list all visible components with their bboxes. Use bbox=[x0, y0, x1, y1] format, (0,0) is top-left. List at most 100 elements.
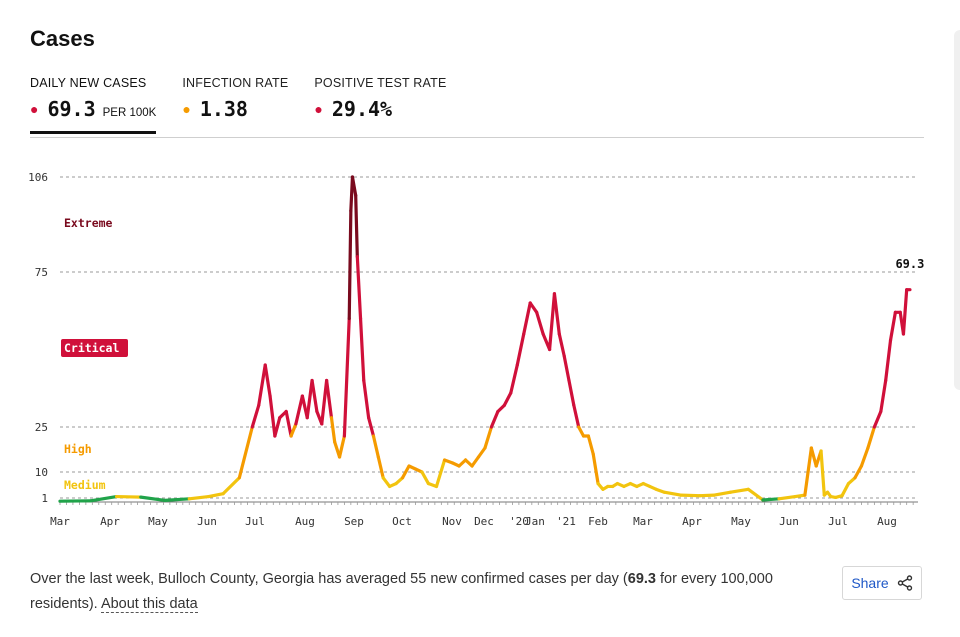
tab-unit: PER 100K bbox=[102, 107, 157, 119]
about-data-link[interactable]: About this data bbox=[100, 596, 198, 613]
series-line-segment bbox=[662, 490, 683, 497]
x-tick-label: Oct bbox=[392, 515, 412, 528]
end-value-label: 69.3 bbox=[895, 257, 924, 271]
metric-tabs: DAILY NEW CASES ● 69.3 PER 100K INFECTIO… bbox=[30, 76, 473, 134]
series-line-segment bbox=[263, 363, 272, 398]
share-icon bbox=[897, 575, 912, 591]
series-line-segment bbox=[476, 446, 487, 459]
series-line-segment bbox=[840, 481, 851, 498]
x-tick-label: Apr bbox=[682, 515, 702, 528]
series-line-segment bbox=[371, 434, 380, 459]
series-line-segment bbox=[294, 394, 304, 426]
chart-description: Over the last week, Bulloch County, Geor… bbox=[30, 567, 790, 617]
series-line-segment bbox=[552, 292, 561, 336]
daily-cases-chart: 1 10 25 75 106 Mar Apr May Jun Jul Aug Sep Oct Nov Dec… bbox=[28, 171, 924, 528]
series-line-segment bbox=[305, 378, 314, 420]
y-tick-label: 75 bbox=[35, 266, 48, 279]
series-line-segment bbox=[284, 409, 293, 438]
series-line-segment bbox=[901, 288, 909, 336]
tab-daily-new-cases[interactable]: DAILY NEW CASES ● 69.3 PER 100K bbox=[30, 76, 157, 134]
series-line-segment bbox=[237, 425, 254, 480]
series-line-segment bbox=[793, 493, 807, 499]
series-line-segment bbox=[872, 409, 883, 429]
x-tick-label: Jun bbox=[779, 515, 799, 528]
zone-label: Critical bbox=[64, 341, 119, 355]
x-tick-label: '20 bbox=[509, 515, 529, 528]
series-line-segment bbox=[89, 494, 119, 503]
series-line-segment bbox=[434, 458, 447, 489]
series-line-segment bbox=[866, 425, 876, 450]
series-line-segment bbox=[268, 394, 277, 438]
series-line-segment bbox=[187, 494, 211, 501]
x-tick-label: Jan bbox=[525, 515, 545, 528]
series-line-segment bbox=[528, 301, 539, 314]
tab-positive-test-rate[interactable]: POSITIVE TEST RATE ● 29.4% bbox=[314, 76, 446, 134]
series-line-segment bbox=[347, 209, 353, 321]
series-line-segment bbox=[139, 495, 167, 502]
x-tick-label: Apr bbox=[100, 515, 120, 528]
series-line-segment bbox=[320, 378, 329, 426]
series-line-segment bbox=[350, 175, 358, 197]
series-line-segment bbox=[535, 310, 545, 336]
series-line-segment bbox=[879, 378, 888, 414]
series-line-segment bbox=[853, 464, 864, 480]
x-tick-label: Mar bbox=[633, 515, 653, 528]
series-line-segment bbox=[381, 476, 392, 489]
zone-label: Extreme bbox=[64, 216, 113, 230]
series-line-segment bbox=[591, 452, 600, 486]
x-tick-label: Sep bbox=[344, 515, 364, 528]
series-line-segment bbox=[509, 363, 519, 395]
series-line-segment bbox=[803, 446, 813, 497]
description-highlight: 69.3 bbox=[627, 571, 656, 587]
series-line-segment bbox=[698, 493, 717, 498]
series-line-segment bbox=[859, 446, 870, 468]
series-line-segment bbox=[884, 338, 893, 383]
x-tick-label: Mar bbox=[50, 515, 70, 528]
series-line-segment bbox=[515, 332, 526, 367]
series-line-segment bbox=[325, 378, 334, 420]
series-line-segment bbox=[888, 310, 897, 342]
x-tick-label: Jul bbox=[828, 515, 848, 528]
y-tick-label: 106 bbox=[28, 171, 48, 184]
series-line-segment bbox=[367, 416, 376, 438]
series-line-segment bbox=[257, 363, 267, 407]
x-tick-label: May bbox=[148, 515, 168, 528]
x-tick-label: May bbox=[731, 515, 751, 528]
series-line-segment bbox=[207, 492, 225, 499]
tab-label: POSITIVE TEST RATE bbox=[314, 76, 447, 90]
description-text-end: for every 100,000 residents). bbox=[30, 571, 773, 612]
zone-badge bbox=[61, 339, 128, 357]
series-line-segment bbox=[712, 490, 733, 497]
sidebar-edge bbox=[954, 30, 960, 390]
series-line-segment bbox=[547, 292, 557, 352]
series-line-segment bbox=[728, 487, 750, 494]
x-tick-label: Nov bbox=[442, 515, 462, 528]
description-text: Over the last week, Bulloch County, Geor… bbox=[30, 571, 628, 587]
series-line-segment bbox=[342, 316, 351, 438]
x-tick-label: Feb bbox=[588, 515, 608, 528]
series-line-segment bbox=[577, 425, 586, 438]
series-line-segment bbox=[777, 494, 797, 501]
x-tick-label: Jun bbox=[197, 515, 217, 528]
share-button[interactable]: Share bbox=[842, 566, 922, 600]
series-line-segment bbox=[358, 316, 366, 383]
series-line-segment bbox=[746, 487, 765, 502]
tab-value: 29.4% bbox=[331, 97, 393, 121]
x-tick-label: Aug bbox=[295, 515, 315, 528]
tab-value: 1.38 bbox=[199, 97, 248, 121]
tab-value: 69.3 bbox=[47, 97, 96, 121]
series-line-segment bbox=[522, 301, 532, 336]
series-line-segment bbox=[354, 193, 359, 259]
series-line-segment bbox=[114, 494, 143, 499]
series-line-segment bbox=[355, 255, 363, 321]
series-line-segment bbox=[761, 497, 781, 502]
series-line-segment bbox=[470, 455, 481, 468]
series-line-segment bbox=[376, 455, 385, 480]
x-tick-label: Dec bbox=[474, 515, 494, 528]
series-line-segment bbox=[586, 434, 595, 456]
y-tick-label: 1 bbox=[41, 492, 48, 505]
tab-infection-rate[interactable]: INFECTION RATE ● 1.38 bbox=[182, 76, 288, 134]
series-line-segment bbox=[483, 425, 494, 450]
status-dot-icon: ● bbox=[314, 101, 323, 117]
status-dot-icon: ● bbox=[30, 101, 39, 117]
